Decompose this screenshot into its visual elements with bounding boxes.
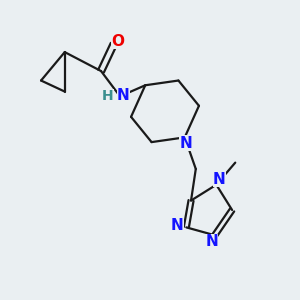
Text: O: O [111, 34, 124, 49]
Text: N: N [213, 172, 226, 187]
Text: N: N [179, 136, 192, 151]
Text: N: N [171, 218, 184, 233]
Text: H: H [102, 89, 114, 103]
Text: N: N [205, 234, 218, 249]
Text: N: N [117, 88, 130, 103]
